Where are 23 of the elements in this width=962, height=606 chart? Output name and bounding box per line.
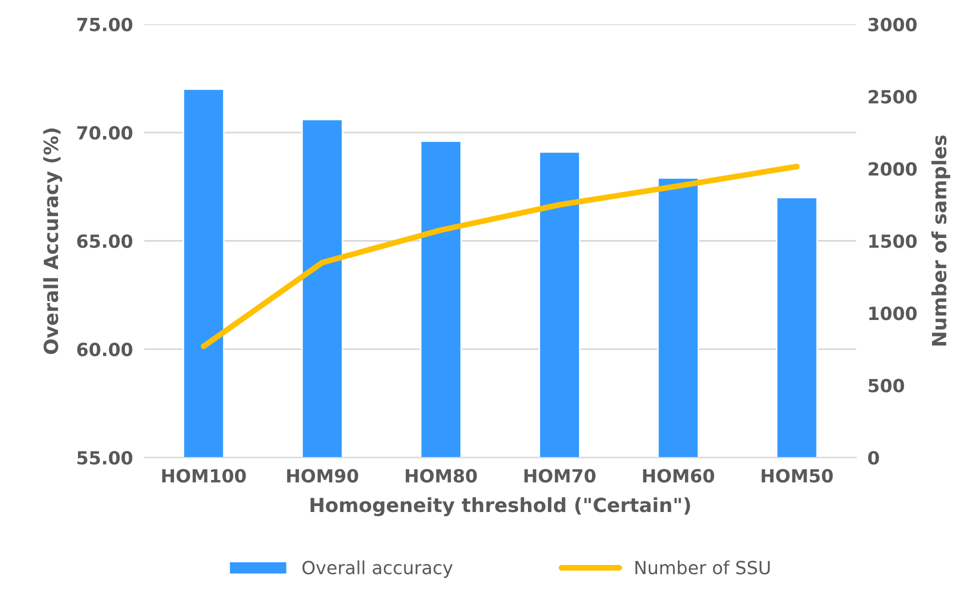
y2-tick-label: 500 xyxy=(868,378,904,392)
y2-tick-label: 2500 xyxy=(868,90,917,104)
x-tick-label: HOM80 xyxy=(406,468,477,483)
y-axis-title: Overall Accuracy (%) xyxy=(43,128,62,354)
y2-axis-title: Number of samples xyxy=(931,135,950,346)
x-tick-label: HOM90 xyxy=(287,468,358,483)
x-tick-label: HOM70 xyxy=(524,468,596,483)
y-tick-label: 75.00 xyxy=(77,18,132,32)
y2-tick-label: 1500 xyxy=(869,234,917,248)
legend-label: Overall accuracy xyxy=(302,560,453,578)
y-tick-label: 65.00 xyxy=(77,234,132,248)
y-tick-label: 60.00 xyxy=(77,342,132,356)
y-tick-label: 55.00 xyxy=(77,450,132,465)
y2-tick-label: 3000 xyxy=(868,18,917,32)
legend-label: Number of SSU xyxy=(635,560,770,574)
x-tick-label: HOM100 xyxy=(162,468,246,483)
x-tick-label: HOM60 xyxy=(643,468,714,483)
y-tick-label: 70.00 xyxy=(77,126,132,140)
y2-tick-label: 2000 xyxy=(868,162,917,176)
x-tick-label: HOM50 xyxy=(762,468,833,483)
y2-tick-label: 1000 xyxy=(869,306,917,320)
y2-tick-label: 0 xyxy=(868,450,879,465)
x-axis-title: Homogeneity threshold ("Certain") xyxy=(310,497,690,516)
